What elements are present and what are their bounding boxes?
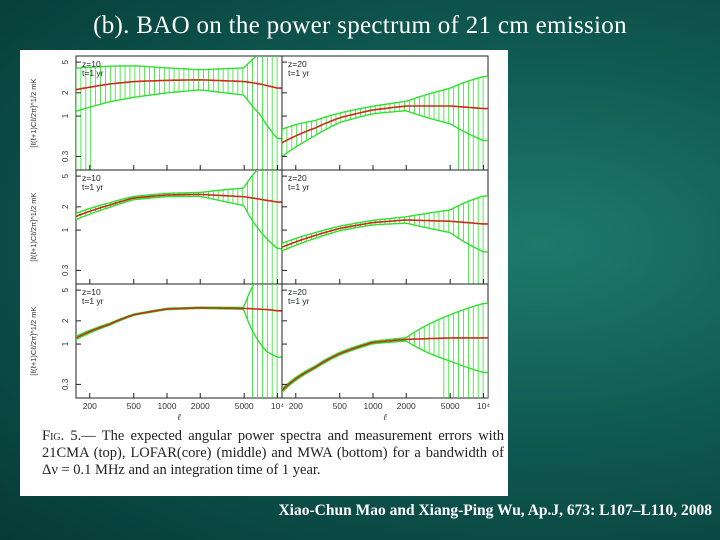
panel-label-t: t=1 yr [82,68,104,78]
panel-frame [281,169,489,285]
x-tick-label: 10⁴ [271,401,284,411]
x-tick-label: 1000 [364,401,383,411]
error-envelope-upper [282,302,488,390]
panel-label-t: t=1 yr [288,296,310,306]
y-tick-label: 1 [61,341,70,346]
x-axis-label: ℓ [383,412,387,422]
citation: Xiao-Chun Mao and Xiang-Ping Wu, Ap.J, 6… [278,502,712,519]
x-tick-label: 5000 [441,401,460,411]
panel-label-t: t=1 yr [288,68,310,78]
model-curve [76,78,282,91]
panel-label-z: z=10 [82,287,101,297]
panel-label-t: t=1 yr [82,182,104,192]
y-tick-label: 5 [61,287,70,292]
x-tick-label: 2000 [397,401,416,411]
y-tick-label: 0.3 [61,264,70,276]
x-tick-label: 10⁴ [477,401,490,411]
error-envelope-lower [76,195,282,250]
error-envelope-lower [282,340,488,393]
y-tick-label: 5 [61,59,70,64]
y-axis-label: [ℓ(ℓ+1)Cℓ/2π]^1/2 mK [29,306,38,375]
panel-label-t: t=1 yr [288,182,310,192]
caption-label: Fig. 5.— [42,428,96,444]
error-envelope-lower [282,109,488,157]
error-envelope-lower [282,222,488,253]
x-tick-label: 200 [289,401,303,411]
y-tick-label: 0.3 [61,378,70,390]
error-envelope-upper [282,75,488,130]
y-axis-label: [ℓ(ℓ+1)Cℓ/2π]^1/2 mK [29,78,38,147]
caption-text: The expected angular power spectra and m… [42,428,504,478]
panel-label-z: z=10 [82,173,101,183]
model-curve [76,193,282,218]
x-tick-label: 5000 [235,401,254,411]
panel-label-z: z=20 [288,173,307,183]
model-curve [282,219,488,248]
panel-label-z: z=20 [288,287,307,297]
model-curve [282,105,488,144]
y-tick-label: 1 [61,113,70,118]
y-tick-label: 1 [61,227,70,232]
y-tick-label: 0.3 [61,150,70,162]
y-axis-label: [ℓ(ℓ+1)Cℓ/2π]^1/2 mK [29,192,38,261]
error-envelope-upper [76,56,258,71]
error-envelope-lower [76,89,282,140]
x-tick-label: 1000 [158,401,177,411]
panel-label-z: z=20 [288,59,307,69]
y-tick-label: 2 [61,204,70,209]
model-curve [76,307,282,339]
panel-frame [75,169,283,285]
x-axis-label: ℓ [177,412,181,422]
x-tick-label: 2000 [191,401,210,411]
panel-label-z: z=10 [82,59,101,69]
y-tick-label: 5 [61,173,70,178]
error-envelope-upper [282,195,488,245]
x-tick-label: 500 [333,401,347,411]
slide-title: (b). BAO on the power spectrum of 21 cm … [93,12,627,39]
panel-label-t: t=1 yr [82,296,104,306]
x-tick-label: 200 [83,401,97,411]
figure-caption: Fig. 5.— The expected angular power spec… [42,428,504,479]
model-curve [282,337,488,392]
y-tick-label: 2 [61,318,70,323]
panel-frame [75,283,283,399]
y-tick-label: 2 [61,90,70,95]
error-envelope-upper [76,170,259,214]
x-tick-label: 500 [127,401,141,411]
figure-panel: 0.3 1 2 5 z=10 t=1 yr [ℓ(ℓ+1)Cℓ/2π]^1/2 mK z=20… [20,50,508,496]
